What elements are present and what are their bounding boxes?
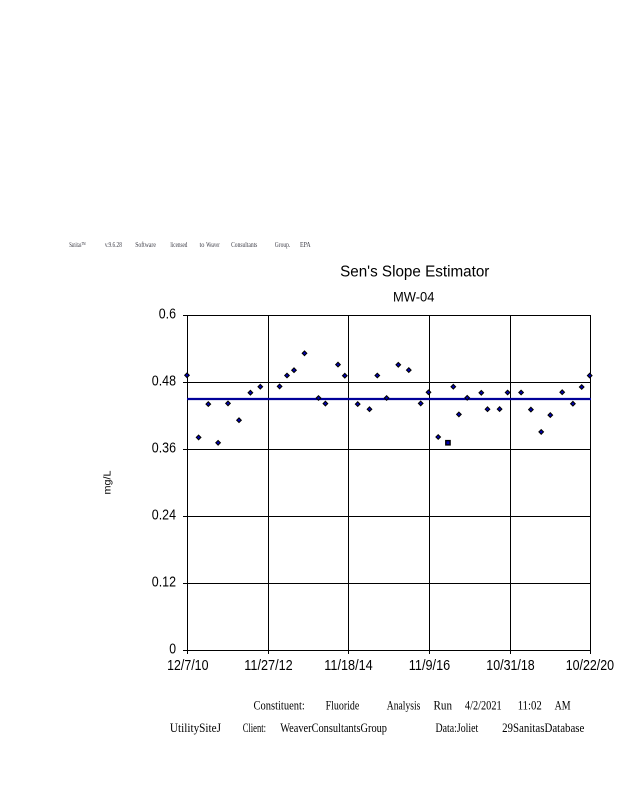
svg-text:licensed: licensed [170,240,187,249]
svg-text:Data:Joliet: Data:Joliet [436,720,479,735]
svg-text:Sanitas™: Sanitas™ [69,240,86,249]
svg-text:11/18/14: 11/18/14 [324,658,372,674]
svg-text:v.9.6.28: v.9.6.28 [105,240,122,249]
svg-text:Weaver: Weaver [206,240,220,249]
svg-text:11/9/16: 11/9/16 [409,658,450,674]
svg-text:MW-04: MW-04 [393,289,435,305]
svg-text:WeaverConsultantsGroup: WeaverConsultantsGroup [280,720,387,735]
svg-text:0.48: 0.48 [152,373,176,389]
svg-text:0: 0 [169,641,176,657]
svg-text:Consultants: Consultants [231,240,257,249]
svg-text:12/7/10: 12/7/10 [167,658,208,674]
svg-text:UtilitySiteJ: UtilitySiteJ [170,720,221,735]
svg-text:AM: AM [555,698,571,713]
svg-text:0.12: 0.12 [152,574,176,590]
svg-text:29SanitasDatabase: 29SanitasDatabase [502,720,584,735]
svg-text:Fluoride: Fluoride [326,698,360,713]
svg-text:10/22/20: 10/22/20 [566,658,614,674]
svg-text:mg/L: mg/L [103,470,114,494]
svg-text:10/31/18: 10/31/18 [486,658,534,674]
svg-text:Run: Run [434,698,453,713]
svg-text:to: to [200,240,205,249]
svg-text:Constituent:: Constituent: [254,698,305,713]
svg-text:11/27/12: 11/27/12 [244,658,292,674]
svg-text:Analysis: Analysis [387,698,421,713]
svg-text:11:02: 11:02 [518,698,542,713]
svg-text:0.24: 0.24 [152,507,176,523]
svg-text:Software: Software [135,240,156,249]
svg-text:0.36: 0.36 [152,440,176,456]
svg-text:4/2/2021: 4/2/2021 [465,698,502,713]
svg-text:Sen's Slope Estimator: Sen's Slope Estimator [340,264,489,281]
svg-text:Client:: Client: [243,720,266,735]
svg-text:Group.: Group. [275,240,291,249]
svg-text:0.6: 0.6 [159,306,176,322]
svg-text:EPA: EPA [300,240,311,249]
